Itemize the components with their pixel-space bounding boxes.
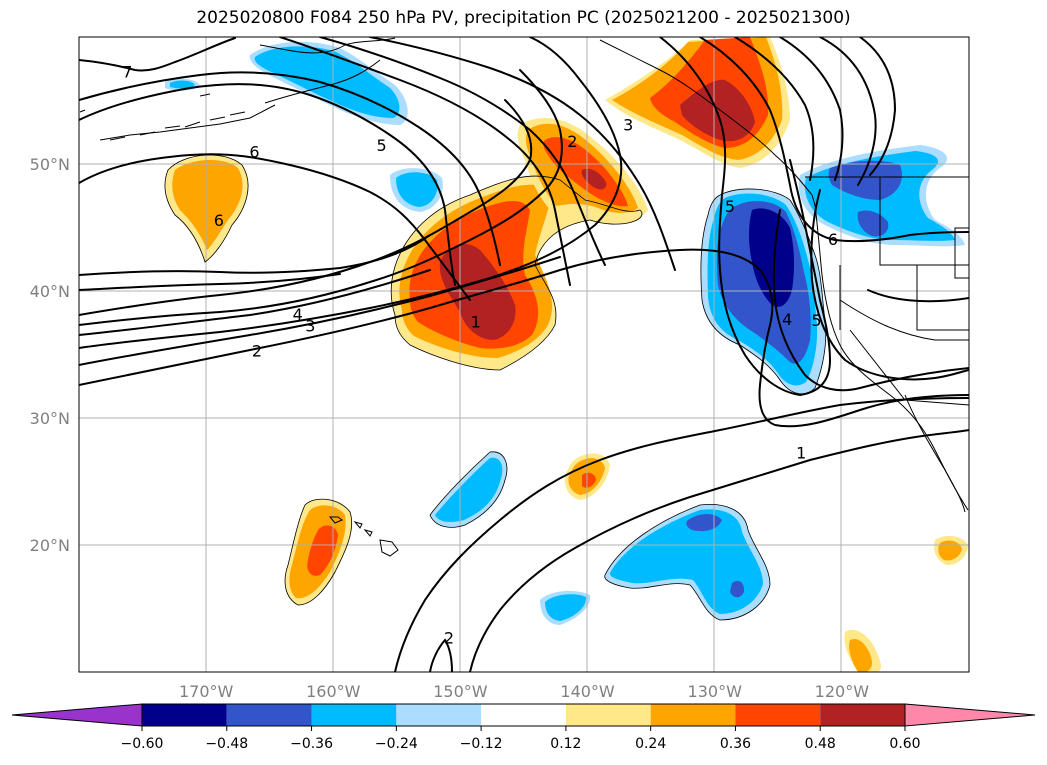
pv-contours [79, 37, 969, 672]
pv-contour-3 [79, 69, 563, 326]
hawaii-islands [328, 516, 399, 557]
precip-positive-baja [844, 535, 968, 672]
colorbar-bin [650, 704, 736, 726]
x-tick-label: 170°W [179, 682, 234, 701]
pv-contour-label: 1 [471, 312, 481, 331]
pv-contour-label: 5 [725, 197, 735, 216]
pv-contour-1 [79, 248, 969, 428]
bc-coast [599, 39, 816, 206]
pv-contour-wc-3 [779, 37, 969, 381]
coastlines [79, 37, 969, 557]
pv-contour-7 [79, 37, 236, 72]
y-tick-label: 20°N [30, 536, 70, 555]
pv-contour-label: 7 [122, 62, 132, 81]
pv-contour-2-lower [79, 256, 561, 366]
x-tick-label: 160°W [306, 682, 361, 701]
gridlines [79, 37, 969, 672]
colorbar-tick-label: −0.12 [460, 736, 503, 752]
precip-positive-hawaii [285, 499, 352, 605]
x-tick-label: 150°W [433, 682, 488, 701]
kamchatka-aleutians [79, 93, 246, 141]
pv-contour-5-north [79, 71, 501, 266]
map-frame [78, 36, 970, 673]
colorbar-bin [226, 704, 312, 726]
pv-contour-wc-2 [819, 37, 969, 303]
pv-contour-wc-1 [859, 37, 897, 176]
pv-contour-label: 3 [623, 116, 633, 135]
pv-contour-wc-5 [659, 37, 832, 397]
colorbar-bin [311, 704, 397, 726]
colorbar-tick-label: 0.24 [635, 736, 666, 752]
x-tick-label: 130°W [688, 682, 743, 701]
pv-contour-subtrop-1 [469, 429, 969, 672]
pv-contour-label: 2 [567, 132, 577, 151]
pv-contour-3-lower [79, 269, 431, 336]
pv-contour-45n-a [79, 234, 431, 276]
colorbar-tick-label: 0.48 [805, 736, 836, 752]
y-tick-label: 40°N [30, 282, 70, 301]
colorbar-extend-low [11, 703, 143, 727]
pv-contour-wc-6 [699, 37, 969, 243]
pv-contour-label: 5 [811, 311, 821, 330]
colorbar-tick-label: 0.36 [720, 736, 751, 752]
colorbar-frame [141, 703, 906, 727]
x-tick-label: 140°W [560, 682, 615, 701]
x-axis-tick-labels: 170°W 160°W 150°W 140°W 130°W 120°W [179, 682, 869, 701]
pv-contour-label: 6 [828, 230, 838, 249]
y-tick-label: 30°N [30, 409, 70, 428]
pv-contour-label: 1 [796, 443, 806, 462]
precip-negative-alaska [165, 41, 443, 212]
colorbar-tick-label: 0.12 [550, 736, 581, 752]
pv-contour-label: 6 [214, 211, 224, 230]
fill-outlines [164, 154, 827, 621]
colorbar-tick-label: −0.60 [121, 736, 164, 752]
pv-contour-2 [79, 37, 623, 349]
colorbar-extend-high [904, 703, 1036, 727]
pv-contour-label: 4 [782, 310, 792, 329]
us-west-coast [814, 204, 969, 511]
colorbar-bin [142, 704, 227, 726]
precip-negative-subtropical [430, 451, 770, 625]
baja-coast [904, 394, 966, 513]
pv-contour-label: 6 [249, 142, 259, 161]
pv-contour-6-north [79, 83, 456, 286]
pv-contour-4 [79, 99, 533, 316]
pv-contour-6-south [79, 153, 471, 301]
pv-contour-northern-2 [319, 37, 606, 266]
pv-contour-subtrop-2 [394, 397, 969, 672]
us-border [805, 176, 969, 406]
pv-contour-northern-3 [369, 37, 676, 271]
chart-title: 2025020800 F084 250 hPa PV, precipitatio… [196, 8, 851, 28]
colorbar-bin [735, 704, 821, 726]
colorbar-tick-label: −0.24 [375, 736, 418, 752]
pv-contour-label: 4 [293, 305, 303, 324]
colorbar-bin [481, 704, 566, 726]
pv-contour-45n-b [79, 273, 341, 291]
pv-contour-label: 5 [377, 136, 387, 155]
colorbar-bin [820, 704, 905, 726]
colorbar-bin [565, 704, 651, 726]
pv-contour-subtrop-small [429, 638, 453, 672]
x-tick-label: 120°W [815, 682, 870, 701]
y-tick-label: 50°N [30, 155, 70, 174]
colorbar: −0.60 −0.48 −0.36 −0.24 −0.12 0.12 0.24 0.36 0.4… [11, 703, 1036, 752]
colorbar-tick-label: −0.48 [205, 736, 248, 752]
pv-contour-northern-1 [279, 37, 571, 286]
y-axis-tick-labels: 50°N 40°N 30°N 20°N [30, 155, 70, 555]
pv-contour-label: 2 [252, 342, 262, 361]
pv-contour-label: 2 [444, 629, 454, 648]
colorbar-tick-label: 0.60 [889, 736, 920, 752]
precip-positive-central-pacific [391, 175, 642, 370]
colorbar-tick-label: −0.36 [290, 736, 333, 752]
pv-contour-label: 3 [305, 316, 315, 335]
colorbar-bin [396, 704, 482, 726]
